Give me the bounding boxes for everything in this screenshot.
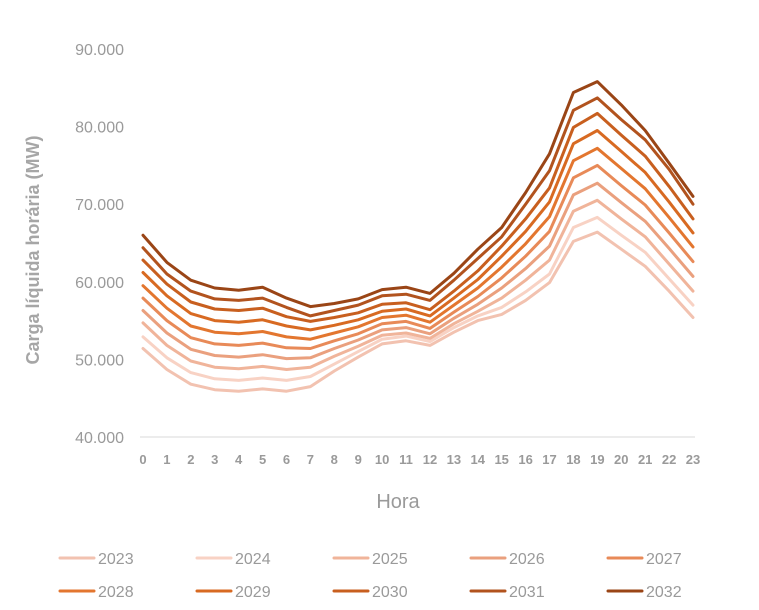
legend: 2023 2024 2025 2026 2027 2028 2029 2030 2031 2032 <box>58 551 682 601</box>
x-tick-label: 18 <box>566 452 580 467</box>
series-line-2032 <box>141 80 695 309</box>
y-axis-ticks: 40.000 50.000 60.000 70.000 80.000 90.000 <box>75 42 124 447</box>
x-tick-label: 4 <box>235 452 243 467</box>
x-tick-label: 0 <box>139 452 146 467</box>
series-line-2024 <box>141 215 695 382</box>
x-axis-title: Hora <box>376 491 420 513</box>
x-tick-label: 5 <box>259 452 266 467</box>
legend-label: 2032 <box>646 584 682 601</box>
x-tick-label: 6 <box>283 452 290 467</box>
legend-label: 2024 <box>235 551 271 568</box>
x-tick-label: 16 <box>518 452 532 467</box>
legend-item-2025: 2025 <box>332 551 408 568</box>
x-tick-label: 19 <box>590 452 604 467</box>
legend-item-2029: 2029 <box>195 584 271 601</box>
x-tick-label: 9 <box>355 452 362 467</box>
legend-item-2030: 2030 <box>332 584 408 601</box>
y-tick-label: 60.000 <box>75 275 124 292</box>
legend-item-2031: 2031 <box>469 584 545 601</box>
legend-item-2027: 2027 <box>606 551 682 568</box>
x-tick-label: 10 <box>375 452 389 467</box>
legend-item-2032: 2032 <box>606 584 682 601</box>
legend-item-2024: 2024 <box>195 551 271 568</box>
x-tick-label: 20 <box>614 452 628 467</box>
series-lines <box>141 80 695 393</box>
x-tick-label: 14 <box>471 452 486 467</box>
x-tick-label: 1 <box>163 452 170 467</box>
y-tick-label: 50.000 <box>75 352 124 369</box>
series-line-2026 <box>141 181 695 361</box>
legend-label: 2029 <box>235 584 271 601</box>
series-line-2025 <box>141 198 695 371</box>
legend-label: 2025 <box>372 551 408 568</box>
legend-item-2023: 2023 <box>58 551 134 568</box>
x-tick-label: 15 <box>494 452 508 467</box>
series-line-2030 <box>141 111 695 323</box>
legend-label: 2027 <box>646 551 682 568</box>
y-tick-label: 90.000 <box>75 42 124 59</box>
legend-label: 2026 <box>509 551 545 568</box>
y-axis-title: Carga líquida horária (MW) <box>23 135 43 364</box>
legend-label: 2028 <box>98 584 134 601</box>
x-axis-ticks: 0 1 2 3 4 5 6 7 8 9 10 11 12 13 14 15 16 17 18 19 20 21 22 23 <box>139 452 700 467</box>
x-tick-label: 23 <box>686 452 700 467</box>
legend-item-2028: 2028 <box>58 584 134 601</box>
y-tick-label: 80.000 <box>75 120 124 137</box>
series-line-2023 <box>141 230 695 393</box>
x-tick-label: 8 <box>331 452 338 467</box>
series-line-2027 <box>141 163 695 350</box>
x-tick-label: 12 <box>423 452 437 467</box>
series-line-2029 <box>141 129 695 332</box>
x-tick-label: 11 <box>399 452 413 467</box>
x-tick-label: 3 <box>211 452 218 467</box>
legend-label: 2023 <box>98 551 134 568</box>
x-tick-label: 7 <box>307 452 314 467</box>
series-line-2031 <box>141 96 695 318</box>
x-tick-label: 17 <box>542 452 556 467</box>
x-tick-label: 2 <box>187 452 194 467</box>
legend-label: 2030 <box>372 584 408 601</box>
y-tick-label: 40.000 <box>75 430 124 447</box>
x-tick-label: 21 <box>638 452 652 467</box>
legend-item-2026: 2026 <box>469 551 545 568</box>
x-tick-label: 22 <box>662 452 676 467</box>
y-tick-label: 70.000 <box>75 197 124 214</box>
x-tick-label: 13 <box>447 452 461 467</box>
legend-label: 2031 <box>509 584 545 601</box>
series-line-2028 <box>141 146 695 341</box>
